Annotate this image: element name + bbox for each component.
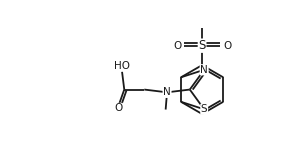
- Text: N: N: [163, 87, 171, 97]
- Text: N: N: [200, 65, 208, 75]
- Text: O: O: [114, 103, 122, 113]
- Text: O: O: [173, 41, 181, 51]
- Text: HO: HO: [114, 61, 130, 71]
- Text: O: O: [223, 41, 231, 51]
- Text: S: S: [201, 104, 208, 114]
- Text: S: S: [199, 39, 206, 52]
